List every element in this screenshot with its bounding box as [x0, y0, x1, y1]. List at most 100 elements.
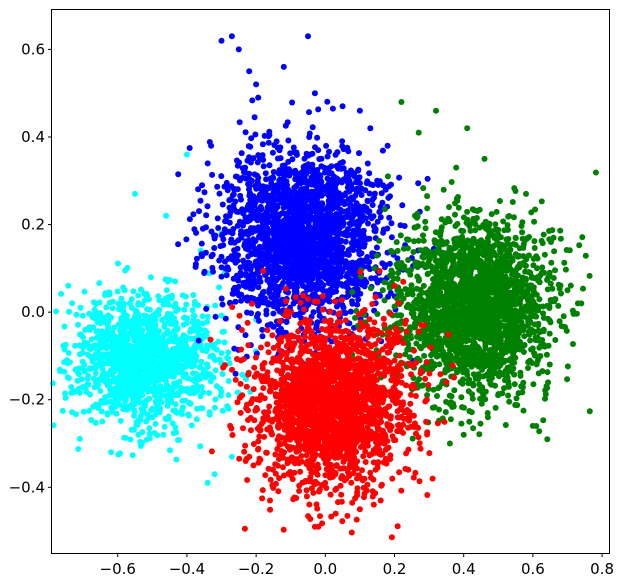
scatter-point	[135, 311, 142, 318]
scatter-point	[183, 236, 190, 243]
scatter-point	[420, 382, 427, 389]
scatter-point	[144, 306, 151, 313]
scatter-point	[384, 225, 391, 232]
scatter-point	[228, 253, 235, 260]
scatter-point	[242, 129, 249, 136]
scatter-point	[267, 219, 274, 226]
scatter-point	[144, 411, 151, 418]
scatter-point	[334, 270, 340, 276]
scatter-point	[199, 320, 206, 327]
scatter-point	[144, 292, 151, 299]
scatter-point	[282, 231, 289, 238]
scatter-point	[538, 198, 545, 205]
scatter-point	[175, 171, 182, 178]
scatter-point	[384, 173, 391, 180]
scatter-point	[339, 103, 346, 110]
scatter-point	[388, 234, 395, 241]
scatter-point	[334, 277, 341, 284]
scatter-point	[286, 167, 293, 174]
scatter-point	[252, 131, 259, 138]
scatter-point	[326, 209, 333, 216]
scatter-point	[309, 233, 316, 240]
scatter-point	[330, 218, 337, 225]
scatter-point	[149, 414, 156, 421]
scatter-point	[570, 310, 577, 317]
scatter-point	[464, 220, 471, 227]
scatter-point	[251, 199, 258, 206]
scatter-point	[516, 245, 523, 252]
scatter-point	[298, 180, 305, 187]
scatter-point	[557, 235, 564, 242]
scatter-point	[242, 376, 249, 383]
scatter-point	[134, 421, 141, 427]
scatter-point	[316, 223, 322, 230]
scatter-point	[198, 344, 205, 351]
scatter-point	[61, 323, 68, 330]
scatter-point	[424, 193, 431, 200]
scatter-point	[171, 328, 177, 334]
scatter-point	[262, 170, 269, 177]
scatter-point	[109, 341, 116, 348]
scatter-point	[143, 350, 150, 357]
scatter-point	[265, 238, 272, 245]
scatter-point	[69, 409, 76, 416]
scatter-point	[415, 277, 422, 284]
scatter-point	[501, 385, 508, 392]
scatter-point	[505, 378, 512, 385]
scatter-point	[242, 169, 249, 176]
scatter-point	[179, 397, 186, 404]
scatter-point	[156, 297, 163, 304]
scatter-point	[103, 359, 110, 366]
scatter-point	[179, 292, 186, 299]
scatter-point	[169, 387, 176, 393]
scatter-point	[171, 407, 178, 414]
scatter-point	[266, 162, 273, 169]
scatter-point	[147, 274, 154, 281]
scatter-point	[60, 342, 67, 349]
scatter-point	[308, 164, 315, 171]
scatter-point	[362, 187, 369, 194]
scatter-point	[123, 333, 130, 340]
scatter-point	[259, 326, 266, 333]
scatter-point	[506, 213, 513, 219]
scatter-point	[161, 392, 168, 399]
scatter-point	[135, 386, 142, 393]
scatter-point	[322, 253, 329, 260]
scatter-point	[107, 387, 114, 393]
scatter-point	[263, 176, 270, 183]
scatter-point	[79, 365, 86, 371]
scatter-point	[118, 317, 125, 324]
scatter-point	[274, 204, 281, 211]
scatter-point	[59, 407, 66, 414]
scatter-point	[245, 215, 252, 222]
scatter-point	[357, 180, 363, 187]
scatter-point	[315, 106, 322, 113]
scatter-point	[325, 165, 332, 172]
scatter-point	[259, 333, 266, 340]
scatter-point	[86, 408, 93, 414]
scatter-point	[146, 430, 153, 437]
scatter-point	[126, 372, 133, 379]
scatter-point	[540, 310, 546, 317]
scatter-point	[181, 364, 188, 371]
scatter-point	[164, 310, 171, 317]
scatter-point	[506, 398, 513, 405]
scatter-point	[281, 222, 287, 228]
scatter-point	[586, 408, 593, 415]
scatter-point	[317, 262, 324, 269]
scatter-point	[281, 173, 288, 180]
scatter-point	[181, 306, 188, 313]
scatter-point	[318, 163, 325, 170]
scatter-point	[113, 410, 120, 417]
scatter-point	[175, 306, 182, 313]
scatter-point	[254, 185, 261, 192]
scatter-point	[405, 257, 412, 263]
scatter-point	[374, 177, 381, 184]
scatter-point	[393, 239, 400, 246]
scatter-point	[79, 312, 86, 319]
scatter-point	[288, 265, 295, 271]
scatter-point	[405, 236, 412, 243]
scatter-point	[172, 300, 179, 307]
scatter-point	[173, 429, 180, 436]
scatter-point	[149, 405, 156, 412]
